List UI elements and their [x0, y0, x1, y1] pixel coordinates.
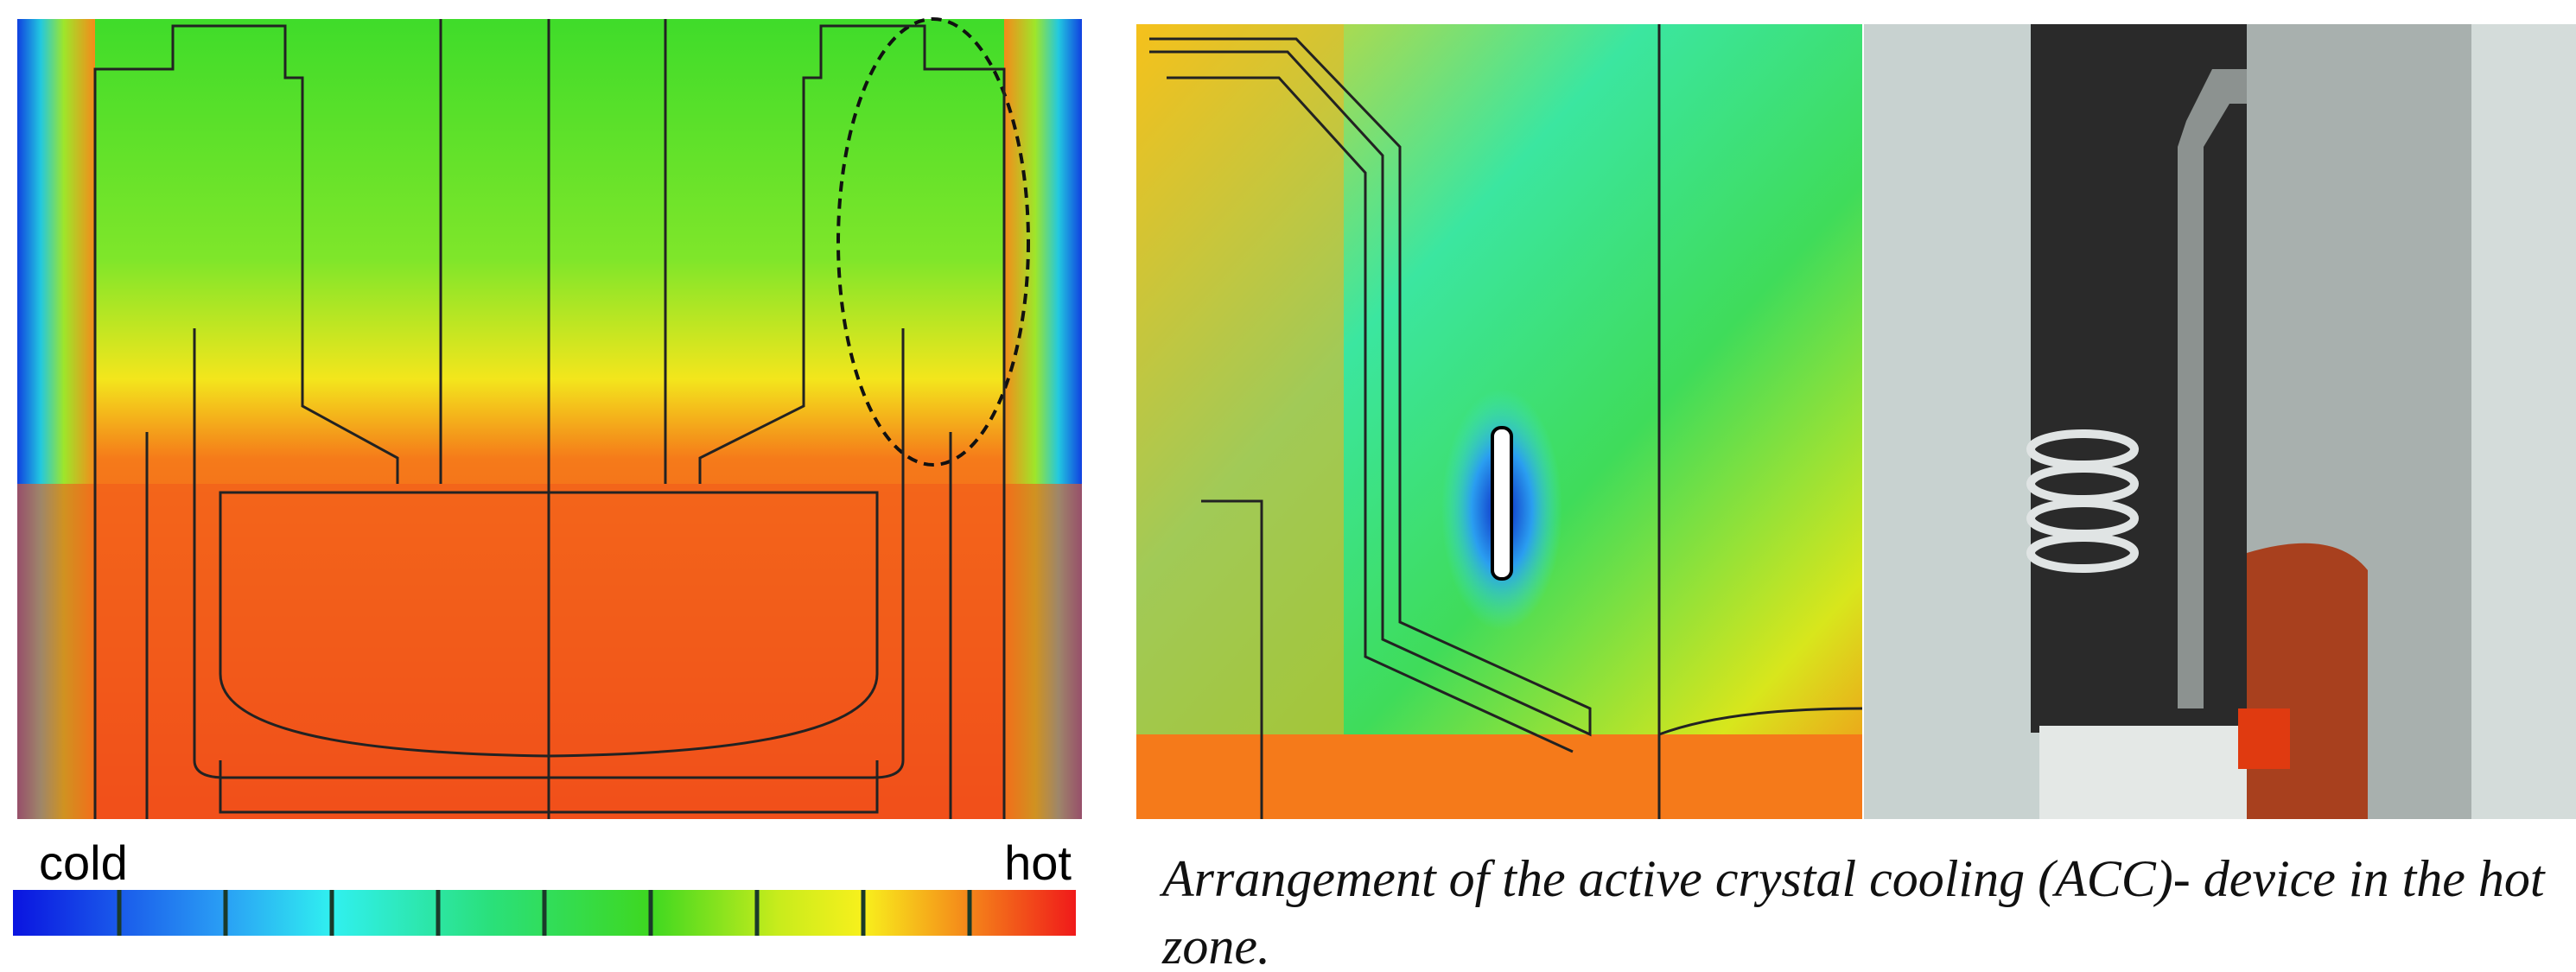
colorbar-high-label: hot: [1004, 835, 1072, 890]
figure: cold hot Arrangement of the active cryst…: [0, 0, 2576, 972]
figure-graphics: cold hot: [0, 0, 2576, 972]
colorbar-low-label: cold: [39, 835, 128, 890]
figure-caption: Arrangement of the active crystal coolin…: [1162, 845, 2545, 972]
temperature-field: [17, 19, 1082, 819]
zoomed-temperature-field: [1136, 24, 1862, 819]
device-render: [1864, 24, 2576, 819]
colorbar: cold hot: [13, 835, 1076, 936]
